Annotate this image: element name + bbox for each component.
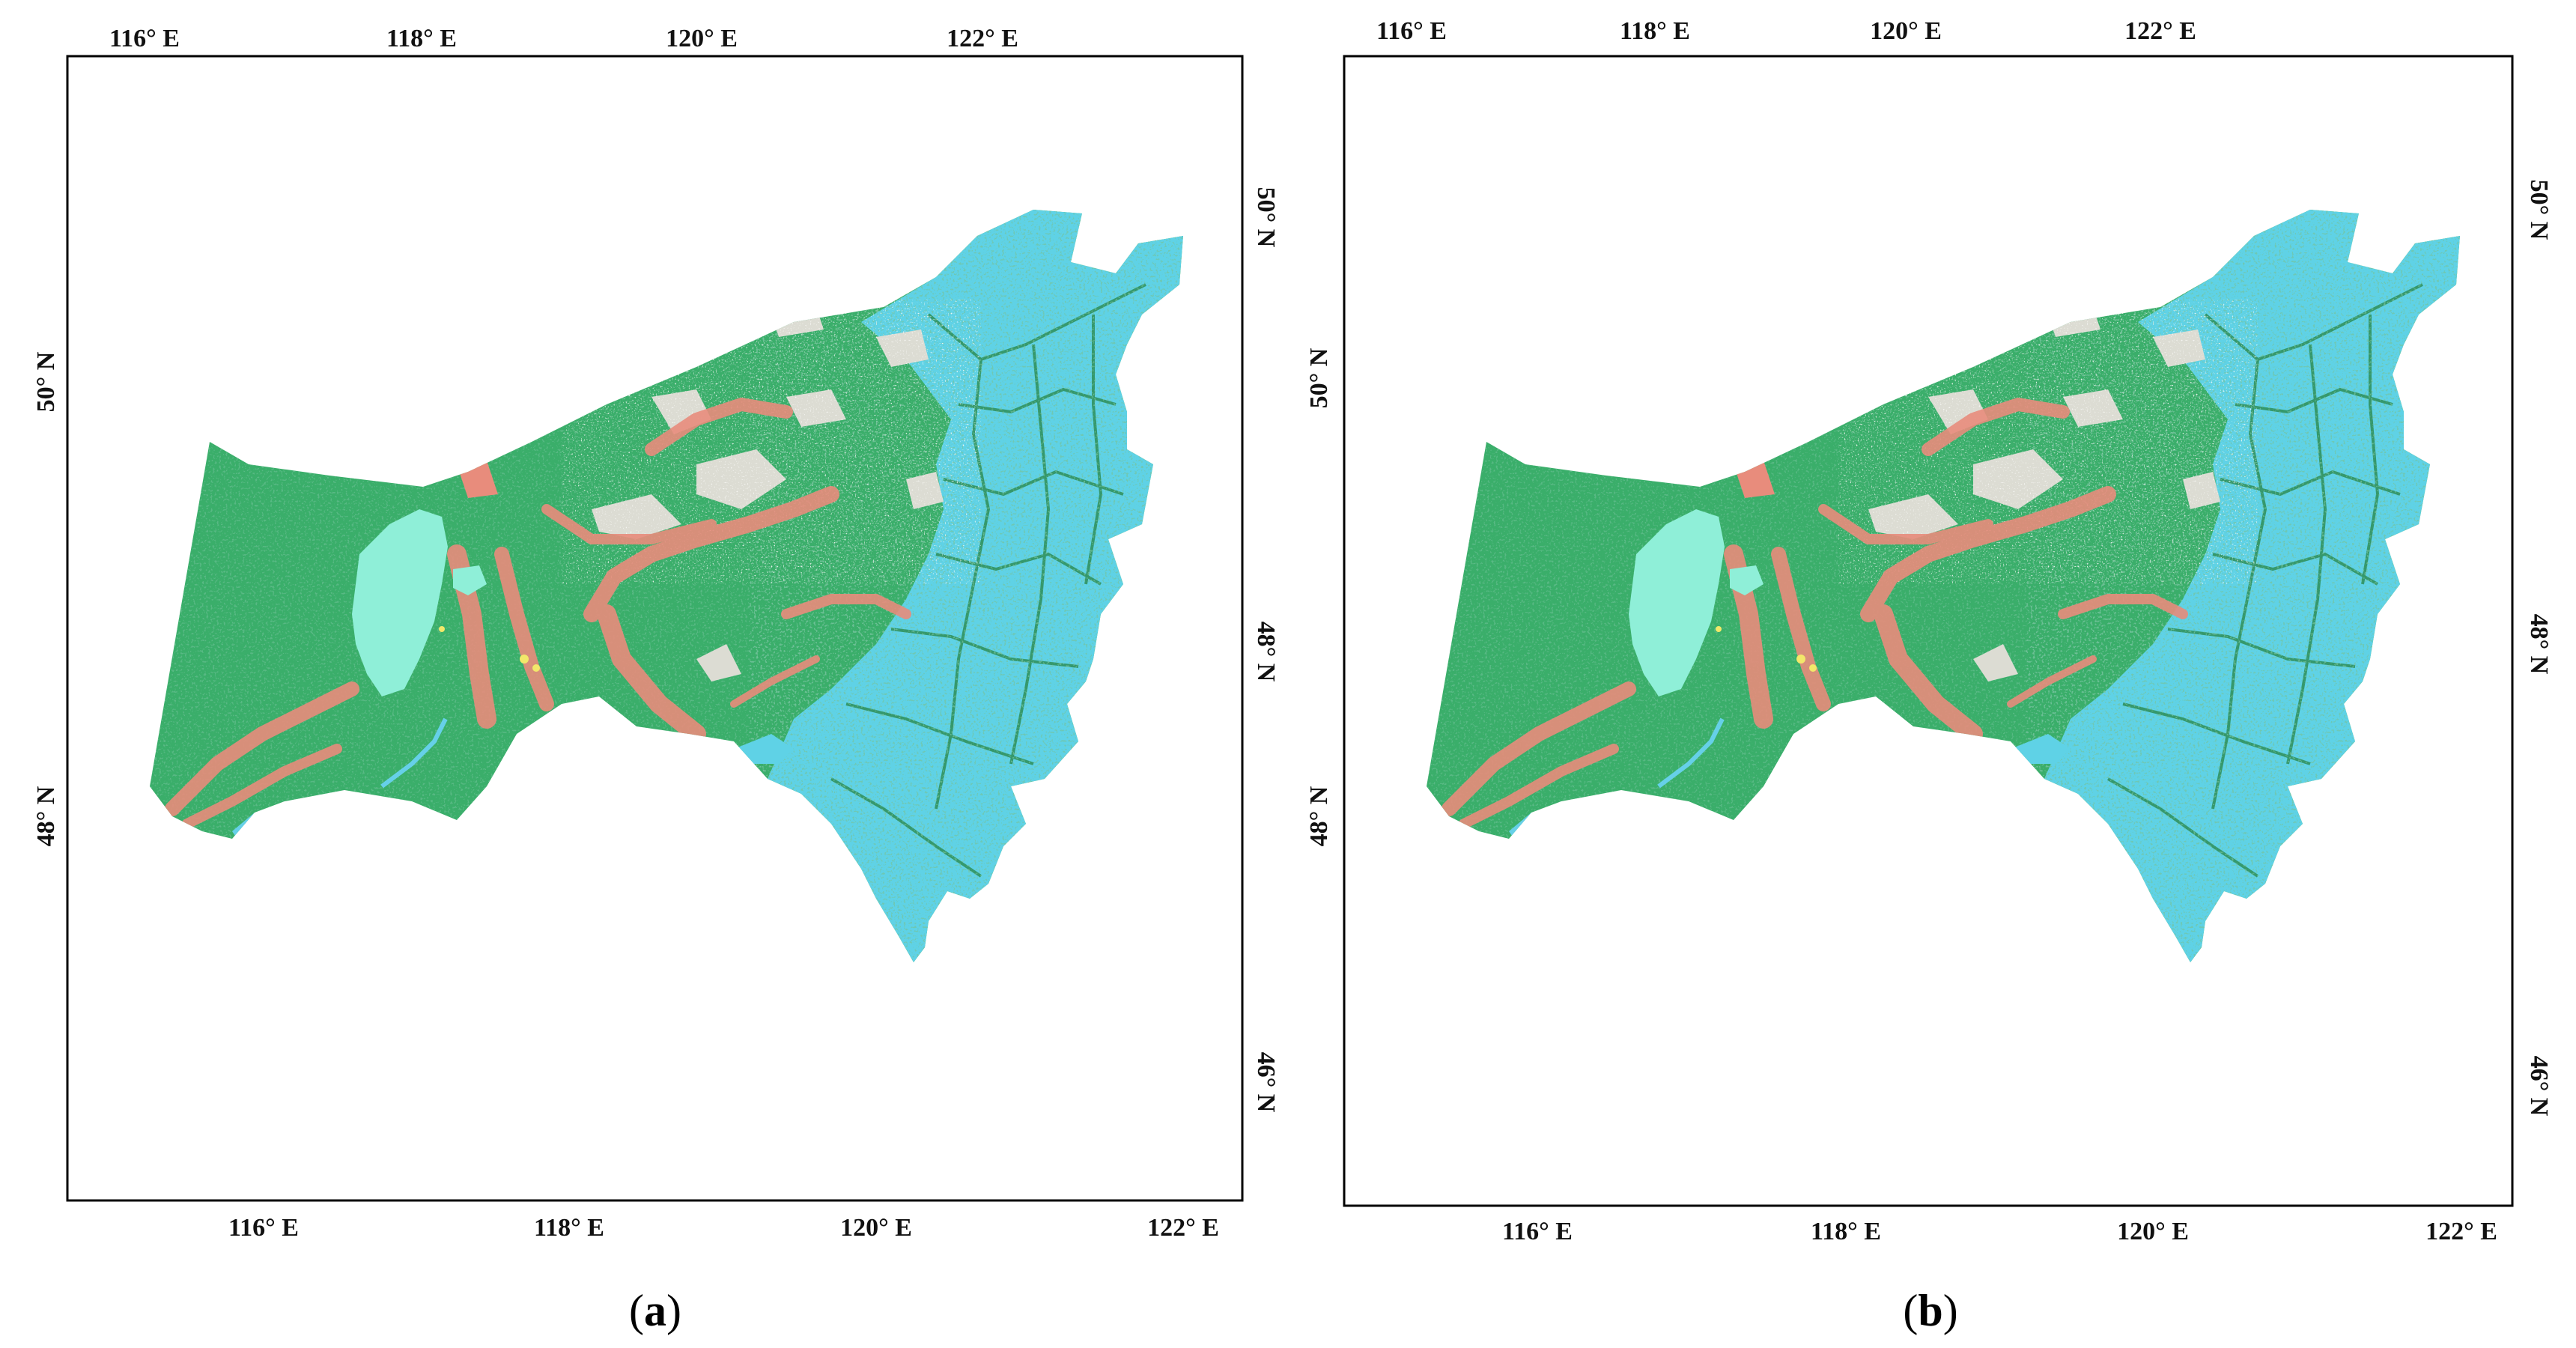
right-tick-46: 46° N <box>2525 1056 2553 1117</box>
bottom-tick-116: 116° E <box>228 1214 299 1242</box>
left-ticks: 50° N 48° N <box>1305 347 1333 846</box>
top-tick-118: 118° E <box>1620 17 1690 45</box>
bottom-tick-120: 120° E <box>2117 1218 2189 1245</box>
left-tick-50: 50° N <box>32 351 60 412</box>
right-tick-46: 46° N <box>1252 1052 1280 1113</box>
panel-label: (b) <box>1903 1286 1957 1335</box>
right-tick-48: 48° N <box>1252 622 1280 682</box>
bottom-tick-122: 122° E <box>1147 1214 1219 1242</box>
top-ticks: 116° E 118° E 120° E 122° E <box>1376 17 2196 45</box>
top-tick-120: 120° E <box>1870 17 1942 45</box>
right-ticks: 50° N 48° N 46° N <box>2525 180 2553 1117</box>
right-tick-48: 48° N <box>2525 614 2553 675</box>
top-ticks: 116° E 118° E 120° E 122° E <box>109 25 1018 52</box>
left-tick-50: 50° N <box>1305 347 1333 408</box>
left-ticks: 50° N 48° N <box>32 351 60 846</box>
top-tick-116: 116° E <box>109 25 180 52</box>
bottom-tick-118: 118° E <box>1811 1218 1881 1245</box>
right-tick-50: 50° N <box>2525 180 2553 240</box>
panel-a: 116° E 118° E 120° E 122° E 116° E 118° … <box>32 25 1280 1335</box>
top-tick-122: 122° E <box>2124 17 2196 45</box>
left-tick-48: 48° N <box>32 786 60 846</box>
panel-b: 116° E 118° E 120° E 122° E 116° E 118° … <box>1305 17 2553 1335</box>
left-tick-48: 48° N <box>1305 786 1333 846</box>
top-tick-116: 116° E <box>1376 17 1447 45</box>
right-ticks: 50° N 48° N 46° N <box>1252 187 1280 1113</box>
panel-label: (a) <box>629 1286 681 1335</box>
bottom-ticks: 116° E 118° E 120° E 122° E <box>1502 1218 2497 1245</box>
bottom-tick-116: 116° E <box>1502 1218 1573 1245</box>
top-tick-120: 120° E <box>666 25 738 52</box>
right-tick-50: 50° N <box>1252 187 1280 248</box>
bottom-tick-120: 120° E <box>840 1214 912 1242</box>
bottom-tick-118: 118° E <box>534 1214 604 1242</box>
bottom-tick-122: 122° E <box>2425 1218 2497 1245</box>
bottom-ticks: 116° E 118° E 120° E 122° E <box>228 1214 1219 1242</box>
top-tick-118: 118° E <box>386 25 457 52</box>
top-tick-122: 122° E <box>947 25 1018 52</box>
